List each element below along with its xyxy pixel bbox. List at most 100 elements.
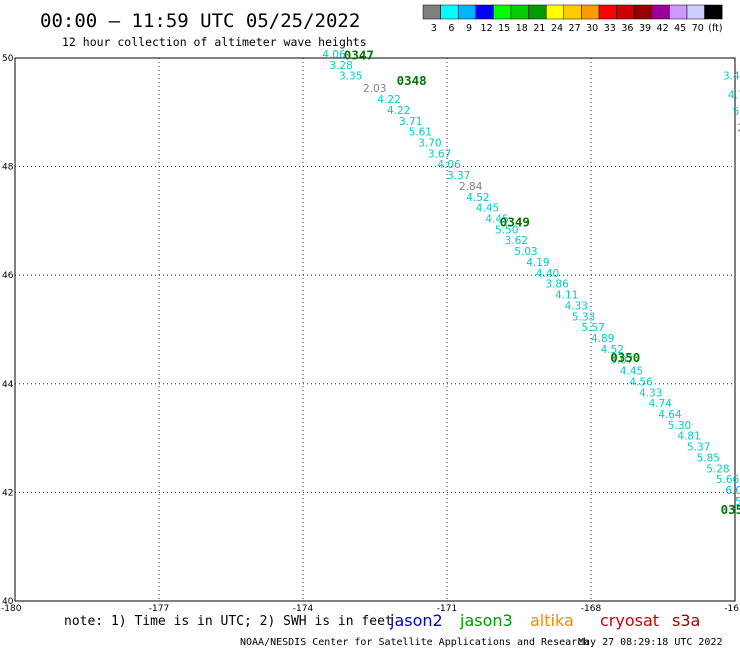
colorbar-swatch bbox=[598, 4, 617, 20]
x-tick-label: -168 bbox=[581, 604, 602, 614]
swh-value: 4.06 bbox=[322, 49, 346, 61]
mission-jason2: jason2 bbox=[389, 611, 443, 630]
y-tick-label: 42 bbox=[2, 488, 13, 498]
colorbar-swatch bbox=[651, 4, 670, 20]
swh-value: 4.56 bbox=[629, 376, 653, 388]
swh-value: 5.30 bbox=[668, 420, 691, 432]
colorbar-label: 21 bbox=[533, 23, 545, 34]
chart-subtitle: 12 hour collection of altimeter wave hei… bbox=[62, 35, 367, 49]
color-scale-legend: 3 6 9 12 15 18 21 24 27 30 33 36 39 42 45 70 (ft) bbox=[422, 4, 723, 34]
x-tick-label: -174 bbox=[293, 604, 314, 614]
colorbar-label: 33 bbox=[604, 23, 616, 34]
swh-value: 4.81 bbox=[677, 431, 700, 443]
colorbar-swatch bbox=[581, 4, 600, 20]
colorbar-label: (ft) bbox=[708, 23, 722, 34]
mission-cryosat: cryosat bbox=[600, 611, 659, 630]
swh-value: 5.37 bbox=[687, 442, 710, 454]
x-tick-label: -177 bbox=[149, 604, 169, 614]
swh-value: 3.62 bbox=[505, 235, 528, 247]
footer-timestamp: May 27 08:29:18 UTC 2022 bbox=[578, 637, 723, 648]
y-axis-ticks: 40 42 44 46 48 50 bbox=[2, 54, 14, 607]
plot-grid bbox=[15, 58, 735, 601]
swh-value: 4.06 bbox=[437, 159, 461, 171]
swh-value: 5.28 bbox=[706, 463, 729, 475]
colorbar-label: 70 bbox=[692, 23, 704, 34]
swh-value: 3.70 bbox=[418, 138, 441, 150]
colorbar-label: 3 bbox=[431, 23, 437, 34]
colorbar-label: 24 bbox=[551, 23, 563, 34]
footer-credit: NOAA/NESDIS Center for Satellite Applica… bbox=[240, 637, 589, 648]
mission-altika: altika bbox=[530, 611, 574, 630]
swh-value: 4.22 bbox=[377, 94, 400, 106]
mission-legend: jason2 jason3 altika cryosat s3a bbox=[389, 611, 700, 630]
swh-value: 6.03 bbox=[725, 485, 740, 497]
footer-note: note: 1) Time is in UTC; 2) SWH is in fe… bbox=[64, 614, 393, 629]
swh-value: 5.07 bbox=[610, 355, 633, 367]
swh-value: 2.84 bbox=[459, 181, 483, 193]
colorbar-label: 39 bbox=[639, 23, 651, 34]
y-tick-label: 40 bbox=[2, 597, 14, 607]
swh-value: 4.73 bbox=[728, 90, 740, 102]
pass-time-label: 0348 bbox=[397, 73, 427, 88]
colorbar-label: 30 bbox=[586, 23, 598, 34]
swh-value: 4.22 bbox=[387, 105, 410, 117]
swh-value: 4.45 bbox=[620, 366, 643, 378]
mission-s3a: s3a bbox=[672, 611, 700, 630]
colorbar-label: 15 bbox=[498, 23, 510, 34]
swh-value: 5.62 bbox=[733, 106, 740, 118]
y-tick-label: 50 bbox=[2, 54, 14, 64]
colorbar-label: 18 bbox=[516, 23, 528, 34]
swh-value: 4.33 bbox=[639, 387, 662, 399]
colorbar-swatch bbox=[669, 4, 688, 20]
swh-value: 4.45 bbox=[476, 203, 499, 215]
swh-value: 4.33 bbox=[565, 300, 588, 312]
chart-title: 00:00 – 11:59 UTC 05/25/2022 bbox=[40, 10, 360, 32]
colorbar-swatch bbox=[616, 4, 635, 20]
swh-points: 4.063.283.352.034.224.223.715.613.703.67… bbox=[322, 49, 740, 508]
swh-value: 3.71 bbox=[399, 116, 422, 128]
swh-value: 5.66 bbox=[716, 474, 740, 486]
swh-value: 5.33 bbox=[572, 311, 595, 323]
pass-time-labels: 0347 0348 0349 0350 035 bbox=[344, 48, 740, 517]
swh-value: 3.37 bbox=[447, 170, 470, 182]
colorbar-swatch bbox=[633, 4, 653, 20]
x-tick-label: -16 bbox=[724, 604, 739, 614]
pass-time-label: 0347 bbox=[344, 48, 374, 63]
colorbar-swatch bbox=[686, 4, 705, 20]
swh-value: 5.61 bbox=[409, 127, 432, 139]
colorbar-label: 45 bbox=[674, 23, 686, 34]
colorbar-swatch bbox=[475, 4, 494, 20]
colorbar-label: 36 bbox=[621, 23, 633, 34]
swh-value: 4.74 bbox=[649, 398, 673, 410]
swh-value: 4.52 bbox=[601, 344, 624, 356]
swh-value: 5.50 bbox=[495, 224, 518, 236]
colorbar-label: 27 bbox=[569, 23, 581, 34]
swh-value: 5.57 bbox=[581, 322, 604, 334]
colorbar-swatch bbox=[510, 4, 529, 20]
swh-value: 4.64 bbox=[658, 409, 682, 421]
y-tick-label: 44 bbox=[2, 380, 14, 390]
swh-value: 4.40 bbox=[536, 268, 559, 280]
swh-value: 3.45 bbox=[723, 71, 740, 83]
swh-value: 5.03 bbox=[514, 246, 537, 258]
pass-time-label: 035 bbox=[721, 502, 740, 517]
swh-value: 4.45 bbox=[485, 214, 508, 226]
colorbar-swatch bbox=[528, 4, 547, 20]
swh-value: 2.1 bbox=[737, 122, 740, 134]
swh-value: 5.91 bbox=[735, 496, 740, 508]
colorbar-label: 12 bbox=[481, 23, 493, 34]
colorbar-label: 6 bbox=[448, 23, 454, 34]
x-tick-label: -171 bbox=[437, 604, 457, 614]
colorbar-swatch bbox=[493, 4, 512, 20]
y-tick-label: 46 bbox=[2, 271, 14, 281]
colorbar-swatch bbox=[457, 4, 477, 20]
swh-value: 3.86 bbox=[545, 279, 569, 291]
swh-value: 3.35 bbox=[339, 71, 362, 83]
swh-value: 2.03 bbox=[363, 83, 386, 95]
colorbar-label: 42 bbox=[657, 23, 669, 34]
colorbar-swatch bbox=[545, 4, 565, 20]
swh-value: 4.19 bbox=[526, 257, 549, 269]
colorbar-label: 9 bbox=[466, 23, 472, 34]
swh-value: 5.85 bbox=[697, 452, 720, 464]
